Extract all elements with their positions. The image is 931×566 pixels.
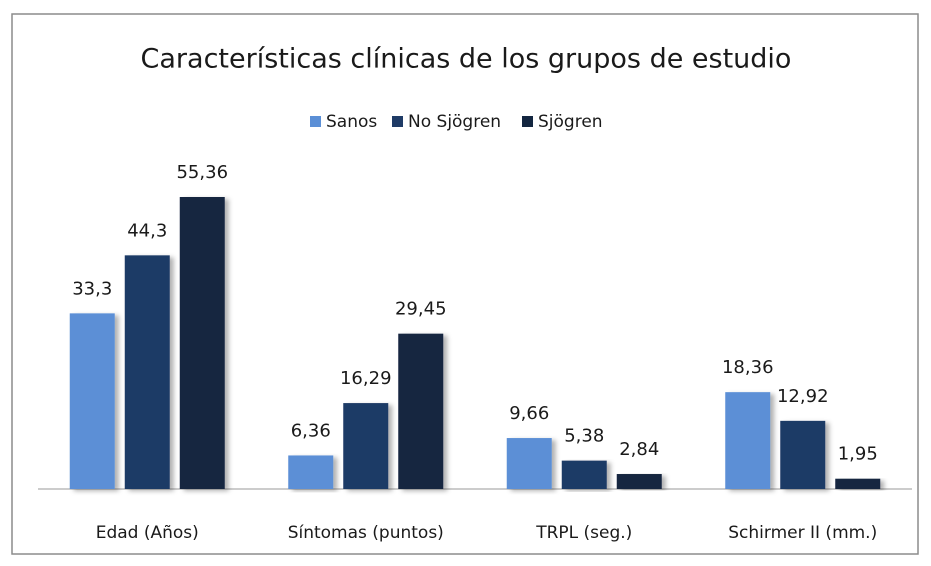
x-tick-label: Síntomas (puntos) [288,523,444,543]
data-label: 1,95 [838,444,878,465]
bar [616,474,662,489]
data-label: 16,29 [340,368,392,389]
data-label: 12,92 [777,386,829,407]
bar [343,403,389,489]
legend-swatch [522,116,533,127]
data-label: 2,84 [619,439,659,460]
data-label: 55,36 [176,162,228,183]
data-label: 6,36 [291,420,331,441]
legend-label: Sanos [326,112,377,132]
data-label: 44,3 [127,220,167,241]
legend-swatch [310,116,321,127]
bar [398,333,444,489]
bar [561,460,607,489]
data-label: 18,36 [722,357,774,378]
legend-label: No Sjögren [408,112,501,132]
bar [506,438,552,489]
legend-label: Sjögren [538,112,603,132]
chart-title: Características clínicas de los grupos d… [141,44,792,75]
data-label: 9,66 [509,403,549,424]
data-label: 29,45 [395,299,447,320]
data-label: 5,38 [564,426,604,447]
bar [69,313,115,489]
bar [179,197,225,489]
x-tick-label: Schirmer II (mm.) [728,523,877,543]
x-tick-label: Edad (Años) [96,523,199,543]
bar [780,420,826,489]
data-label: 33,3 [72,278,112,299]
bar [288,455,334,489]
bar [124,255,170,489]
bar [835,478,881,489]
x-tick-label: TRPL (seg.) [535,523,632,543]
bar [725,392,771,489]
legend-swatch [392,116,403,127]
